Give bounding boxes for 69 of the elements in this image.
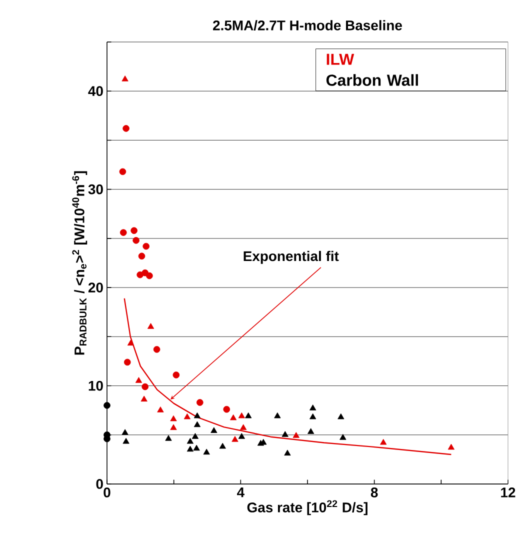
point — [120, 229, 127, 236]
point — [122, 429, 128, 435]
x-axis-title: Gas rate [10$^{22}$ D/s] — [247, 500, 368, 516]
point — [135, 377, 142, 383]
point — [238, 412, 245, 418]
text: P$_{RADBULK}$ / <n$_{e}$>$^{2}$ [W/10$^{40}$m$^{-6}$] — [72, 171, 88, 355]
point — [292, 432, 300, 438]
point — [147, 323, 154, 329]
text: ILW — [326, 54, 354, 65]
point — [192, 433, 199, 439]
point — [170, 415, 177, 422]
point — [132, 237, 140, 244]
point — [165, 435, 172, 441]
point — [230, 414, 237, 420]
point — [240, 424, 247, 430]
point — [146, 272, 153, 280]
point — [122, 125, 130, 132]
point — [380, 438, 387, 445]
point — [140, 396, 148, 402]
chart-title: 2.5MA/2.7T H-mode Baseline — [213, 20, 402, 30]
point — [340, 434, 346, 440]
point — [308, 428, 314, 434]
point — [153, 346, 160, 353]
point — [104, 402, 110, 409]
point — [284, 450, 291, 456]
point — [310, 404, 316, 410]
x-tick-label: 4 — [237, 488, 244, 498]
y-tick-label: 0 — [96, 479, 103, 489]
point — [193, 444, 200, 451]
y-tick-label: 30 — [88, 184, 103, 194]
y-tick-label: 20 — [88, 282, 103, 292]
y-tick-label: 40 — [88, 86, 103, 96]
point — [210, 427, 218, 433]
point — [130, 227, 138, 234]
point — [122, 76, 128, 82]
point — [223, 406, 230, 413]
point — [448, 444, 455, 450]
point — [282, 431, 288, 437]
point — [172, 372, 180, 378]
point — [310, 413, 316, 420]
point — [184, 413, 191, 420]
point — [124, 358, 131, 366]
x-tick-label: 12 — [501, 488, 516, 498]
point — [157, 406, 164, 412]
annotation: Exponential fit — [244, 250, 339, 264]
x-tick-label: 0 — [104, 488, 110, 498]
point — [194, 412, 201, 418]
point — [127, 340, 134, 346]
point — [186, 446, 194, 452]
point — [142, 242, 150, 250]
point — [119, 168, 126, 176]
point — [219, 442, 226, 449]
point — [203, 448, 210, 455]
point — [194, 421, 201, 428]
y-tick-label: 10 — [88, 380, 103, 391]
point — [138, 252, 146, 260]
point — [186, 438, 194, 444]
point — [274, 412, 281, 418]
point — [245, 412, 252, 418]
point — [238, 433, 245, 439]
x-tick-label: 8 — [370, 488, 378, 498]
line-series — [124, 298, 452, 456]
point — [122, 438, 130, 444]
point — [338, 413, 344, 420]
point — [232, 436, 238, 442]
point — [142, 383, 148, 390]
text: Carbon Wall — [326, 74, 418, 86]
point — [170, 424, 177, 430]
point — [196, 399, 204, 406]
